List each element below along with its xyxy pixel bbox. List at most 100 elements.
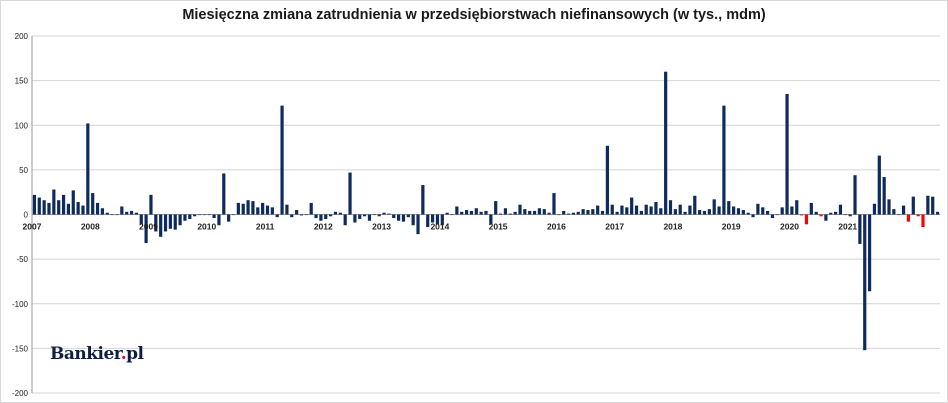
bar	[445, 212, 449, 215]
bar	[649, 206, 653, 215]
bar	[780, 207, 784, 215]
bar	[702, 210, 707, 215]
bar	[324, 214, 328, 219]
bar	[770, 214, 775, 219]
bar	[455, 206, 459, 215]
bar	[581, 209, 585, 215]
bar	[916, 214, 920, 217]
bar	[853, 175, 857, 215]
bar	[71, 190, 75, 215]
bar	[52, 189, 56, 215]
bar	[270, 207, 274, 215]
bar	[474, 208, 478, 215]
bar	[858, 214, 862, 244]
bar	[392, 214, 396, 219]
x-tick-label: 2010	[197, 222, 216, 232]
x-tick-label: 2018	[663, 222, 682, 232]
bar	[159, 214, 163, 237]
bar	[659, 208, 663, 215]
bar	[654, 202, 658, 215]
bar	[163, 214, 168, 232]
bar	[814, 211, 818, 215]
bar	[406, 214, 410, 218]
bar	[887, 199, 891, 215]
bar	[542, 209, 546, 215]
bar	[790, 206, 794, 215]
bar	[897, 214, 901, 216]
bar	[319, 214, 323, 221]
x-tick-label: 2007	[23, 222, 42, 232]
bar	[430, 214, 435, 223]
bar	[295, 210, 299, 215]
bar	[639, 210, 643, 215]
bar	[134, 212, 138, 215]
bar	[741, 210, 745, 215]
bar	[309, 202, 313, 215]
bar	[348, 172, 352, 215]
bar	[275, 214, 279, 218]
x-tick-label: 2009	[139, 222, 158, 232]
bar	[926, 195, 930, 215]
bar	[494, 201, 498, 215]
bar	[314, 214, 318, 219]
bar	[193, 214, 197, 217]
bar	[299, 214, 304, 216]
bar	[120, 206, 124, 215]
bar	[61, 194, 66, 215]
bar	[673, 209, 677, 215]
bar	[144, 214, 148, 244]
bar	[450, 214, 454, 216]
bar	[231, 214, 236, 216]
bar	[732, 206, 736, 215]
bar	[421, 185, 425, 215]
bar	[222, 173, 226, 215]
bar	[217, 214, 221, 226]
y-tick-label: 100	[15, 121, 29, 130]
bar	[304, 214, 308, 216]
bar	[105, 212, 109, 215]
bar	[440, 214, 444, 226]
y-tick-label: -50	[16, 255, 28, 264]
bar	[586, 210, 590, 215]
bar	[867, 214, 872, 292]
bar	[712, 199, 716, 215]
bar	[125, 211, 129, 215]
bar	[173, 214, 177, 230]
bankier-logo: Bankier.pl	[50, 344, 144, 364]
bar	[411, 214, 415, 226]
bar	[498, 213, 503, 215]
bar	[168, 214, 172, 229]
bar	[576, 211, 580, 215]
bar	[57, 200, 61, 215]
bar	[265, 205, 270, 215]
bar	[207, 214, 211, 216]
bar	[591, 209, 595, 215]
bar	[547, 212, 551, 215]
bar	[571, 212, 575, 215]
bar	[596, 205, 600, 215]
bar	[100, 208, 104, 215]
bar	[129, 210, 134, 215]
x-tick-label: 2011	[256, 222, 275, 232]
bar	[761, 207, 765, 215]
bar	[795, 200, 799, 215]
x-tick-label: 2021	[838, 222, 857, 232]
bar	[401, 214, 406, 222]
bar	[202, 214, 206, 216]
y-tick-label: 200	[15, 32, 29, 41]
bar	[290, 214, 294, 218]
bar	[47, 202, 51, 215]
bar	[600, 210, 605, 215]
bar	[906, 214, 911, 222]
logo-suffix: pl	[126, 344, 144, 364]
bar	[892, 209, 896, 215]
bar	[518, 204, 522, 215]
bar	[877, 155, 881, 215]
logo-dot: .	[120, 344, 127, 364]
bar	[566, 213, 571, 215]
bar	[183, 214, 187, 221]
bar	[285, 204, 289, 215]
bar	[358, 214, 362, 219]
